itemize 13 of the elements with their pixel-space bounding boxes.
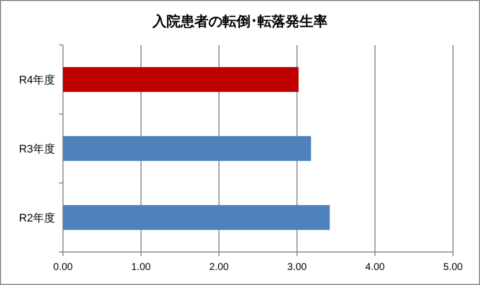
chart-title: 入院患者の転倒･転落発生率	[152, 13, 328, 29]
bar	[63, 136, 312, 161]
x-tick-label: 0.00	[53, 262, 74, 273]
x-tick-label: 5.00	[443, 262, 464, 273]
y-tick-label: R3年度	[18, 142, 55, 156]
x-tick-label: 3.00	[287, 262, 308, 273]
x-tick-label: 1.00	[131, 262, 152, 273]
bar	[63, 205, 330, 230]
bar	[63, 67, 299, 92]
y-tick-label: R4年度	[18, 74, 55, 86]
x-tick-label: 2.00	[209, 262, 230, 273]
y-tick-label: R2年度	[18, 212, 55, 224]
x-tick-label: 4.00	[365, 262, 386, 273]
